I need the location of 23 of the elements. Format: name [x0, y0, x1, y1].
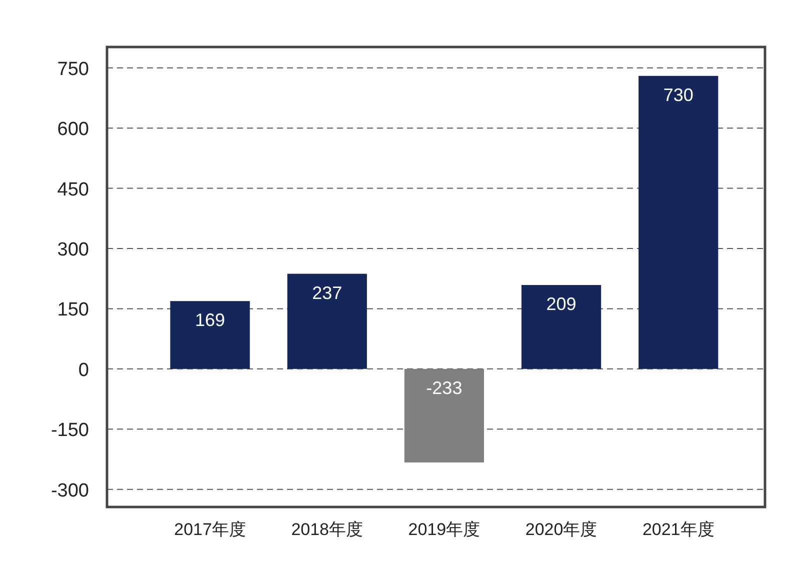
bar: [170, 301, 250, 369]
y-tick-label: -300: [50, 480, 89, 502]
data-label: 209: [546, 294, 576, 314]
y-tick-label: 0: [78, 360, 89, 381]
y-tick-label: 300: [57, 240, 89, 260]
y-tick-label: 150: [57, 300, 89, 321]
bar: [287, 274, 367, 369]
x-tick-label: 2019年度: [408, 520, 480, 539]
y-tick-label: 450: [57, 179, 89, 200]
x-tick-label: 2017年度: [174, 520, 246, 539]
y-tick-label: -150: [50, 420, 89, 442]
x-tick-label: 2020年度: [525, 520, 598, 539]
data-label: 237: [312, 282, 342, 303]
data-label: 730: [663, 84, 694, 105]
x-tick-label: 2021年度: [642, 520, 714, 539]
bar: [404, 368, 484, 462]
data-label: -233: [426, 378, 462, 398]
y-tick-label: 750: [57, 58, 89, 80]
data-label: 169: [195, 310, 226, 330]
y-tick-label: 600: [57, 119, 89, 140]
x-tick-label: 2018年度: [291, 520, 364, 539]
bar: [521, 285, 602, 369]
bar: [638, 76, 718, 369]
